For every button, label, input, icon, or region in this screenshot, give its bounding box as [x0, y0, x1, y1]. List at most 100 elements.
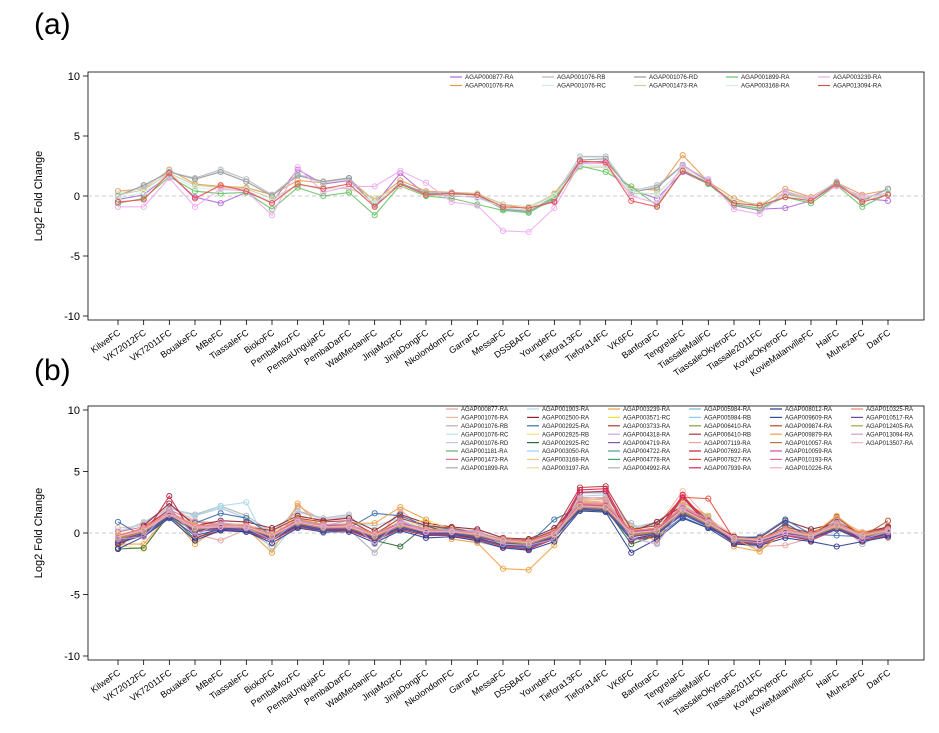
legend-label-AGAP001473-RA: AGAP001473-RA — [461, 458, 508, 464]
data-point-AGAP000877-RA — [782, 542, 789, 549]
legend-label-AGAP001076-RB: AGAP001076-RB — [557, 74, 606, 81]
data-point-AGAP003239-RA — [525, 228, 532, 236]
data-point-AGAP013507-RA — [474, 531, 481, 538]
legend-label-AGAP003239-RA: AGAP003239-RA — [623, 407, 670, 413]
data-point-AGAP013507-RA — [679, 506, 686, 513]
data-point-AGAP003168-RA — [140, 189, 147, 196]
x-tick-label-a: DarFC — [865, 327, 893, 351]
legend-label-AGAP009879-RA: AGAP009879-RA — [785, 432, 832, 438]
data-point-AGAP013094-RA — [730, 200, 738, 207]
legend-label-AGAP003733-RA: AGAP003733-RA — [623, 424, 670, 430]
legend-label-AGAP003168-RA: AGAP003168-RA — [542, 458, 589, 464]
data-point-AGAP001076-RD — [653, 184, 661, 191]
data-point-AGAP002925-RA — [243, 515, 250, 522]
data-point-AGAP013094-RA — [782, 194, 789, 201]
data-point-AGAP003239-RA — [730, 206, 738, 213]
legend-label-AGAP009874-RA: AGAP009874-RA — [785, 424, 832, 430]
series-line-AGAP013507-RA — [117, 505, 889, 544]
y-tick-label-b: -10 — [64, 651, 80, 663]
y-tick-label-a: -10 — [64, 311, 80, 323]
data-point-AGAP013094-RA — [448, 190, 455, 197]
data-point-AGAP013507-RA — [705, 520, 712, 527]
data-point-AGAP013507-RA — [422, 528, 430, 535]
data-point-AGAP003168-RA — [191, 184, 199, 191]
data-point-AGAP001076-RD — [294, 172, 301, 179]
series-AGAP013507-RA — [114, 502, 892, 546]
legend-label-AGAP002925-RC: AGAP002925-RC — [542, 441, 590, 447]
legend-label-AGAP010325-RA: AGAP010325-RA — [866, 407, 913, 413]
y-axis-label-a: Log2 Fold Change — [33, 151, 45, 242]
data-point-AGAP003239-RA — [756, 210, 763, 218]
data-point-AGAP013094-RA — [474, 191, 481, 198]
data-point-AGAP001903-RA — [243, 499, 250, 506]
data-point-AGAP003239-RA — [474, 202, 481, 209]
data-point-AGAP002925-RA — [371, 510, 378, 517]
data-point-AGAP003168-RA — [371, 200, 378, 207]
data-point-AGAP013507-RA — [602, 504, 609, 511]
data-point-AGAP013094-RA — [397, 517, 404, 524]
data-point-AGAP013094-RA — [653, 203, 661, 210]
data-point-AGAP013094-RA — [371, 541, 378, 548]
legend-a: AGAP000877-RA AGAP001076-RA AGAP001076-RB A… — [450, 74, 882, 90]
legend-label-AGAP007692-RA: AGAP007692-RA — [704, 449, 751, 455]
legend-label-AGAP002925-RA: AGAP002925-RA — [542, 424, 589, 430]
data-point-AGAP013507-RA — [730, 534, 738, 541]
data-point-AGAP003239-RA — [371, 520, 378, 527]
data-point-AGAP000877-RA — [782, 204, 789, 212]
data-point-AGAP002925-RC — [140, 544, 147, 551]
data-point-AGAP013094-RA — [756, 202, 763, 209]
legend-label-AGAP010057-RA: AGAP010057-RA — [785, 441, 832, 447]
data-point-AGAP003239-RA — [782, 188, 789, 195]
legend-label-AGAP004992-RA: AGAP004992-RA — [623, 466, 670, 472]
legend-label-AGAP003239-RA: AGAP003239-RA — [833, 74, 882, 81]
legend-label-AGAP013094-RA: AGAP013094-RA — [866, 432, 913, 438]
series-AGAP001076-RA — [114, 152, 892, 213]
data-point-AGAP013507-RA — [653, 527, 661, 534]
legend-label-AGAP010226-RA: AGAP010226-RA — [785, 466, 832, 472]
data-point-AGAP001473-RA — [114, 191, 122, 198]
data-point-AGAP013094-RA — [422, 191, 430, 198]
legend-label-AGAP001903-RA: AGAP001903-RA — [542, 407, 589, 413]
data-point-AGAP000877-RA — [217, 537, 224, 544]
data-point-AGAP003239-RA — [294, 164, 301, 171]
data-point-AGAP002925-RC — [397, 543, 404, 550]
legend-label-AGAP001899-RA: AGAP001899-RA — [741, 74, 790, 81]
data-point-AGAP013094-RA — [499, 541, 507, 548]
data-point-AGAP001076-RD — [243, 178, 250, 185]
data-point-AGAP001076-RD — [345, 511, 353, 518]
data-point-AGAP003239-RA — [422, 179, 430, 186]
legend-label-AGAP002500-RA: AGAP002500-RA — [542, 416, 589, 422]
data-point-AGAP002925-RA — [551, 516, 558, 523]
data-point-AGAP003239-RA — [371, 183, 378, 190]
legend-label-AGAP001076-RA: AGAP001076-RA — [465, 83, 514, 90]
legend-label-AGAP001181-RA: AGAP001181-RA — [461, 449, 508, 455]
data-point-AGAP003239-RA — [525, 566, 532, 573]
series-line-AGAP001076-RD — [117, 158, 889, 213]
data-point-AGAP013507-RA — [884, 527, 892, 534]
y-tick-label-a: 10 — [68, 71, 80, 83]
data-point-AGAP003239-RA — [397, 504, 404, 511]
data-point-AGAP001076-RD — [294, 509, 301, 516]
data-point-AGAP013507-RA — [140, 527, 147, 534]
data-point-AGAP003239-RA — [448, 198, 455, 206]
data-point-AGAP013094-RA — [345, 517, 353, 524]
data-point-AGAP013507-RA — [525, 539, 532, 546]
data-point-AGAP003239-RA — [320, 189, 327, 196]
data-point-AGAP001076-RD — [320, 178, 327, 185]
data-point-AGAP013507-RA — [294, 518, 301, 525]
data-point-AGAP013094-RA — [191, 532, 199, 539]
data-point-AGAP009874-RA — [884, 517, 892, 524]
data-point-AGAP003239-RA — [705, 176, 712, 183]
legend-label-AGAP001473-RA: AGAP001473-RA — [649, 83, 698, 90]
legend-label-AGAP013094-RA: AGAP013094-RA — [833, 83, 882, 90]
legend-label-AGAP004719-RA: AGAP004719-RA — [623, 441, 670, 447]
data-point-AGAP013507-RA — [628, 529, 635, 537]
data-point-AGAP013094-RA — [602, 495, 609, 502]
data-point-AGAP013094-RA — [705, 516, 712, 523]
legend-label-AGAP001076-RA: AGAP001076-RA — [461, 416, 508, 422]
legend-label-AGAP000877-RA: AGAP000877-RA — [461, 407, 508, 413]
data-point-AGAP008012-RA — [628, 549, 635, 556]
data-point-AGAP001076-RA — [679, 488, 686, 495]
data-point-AGAP013507-RA — [191, 525, 199, 532]
legend-label-AGAP010193-RA: AGAP010193-RA — [785, 458, 832, 464]
